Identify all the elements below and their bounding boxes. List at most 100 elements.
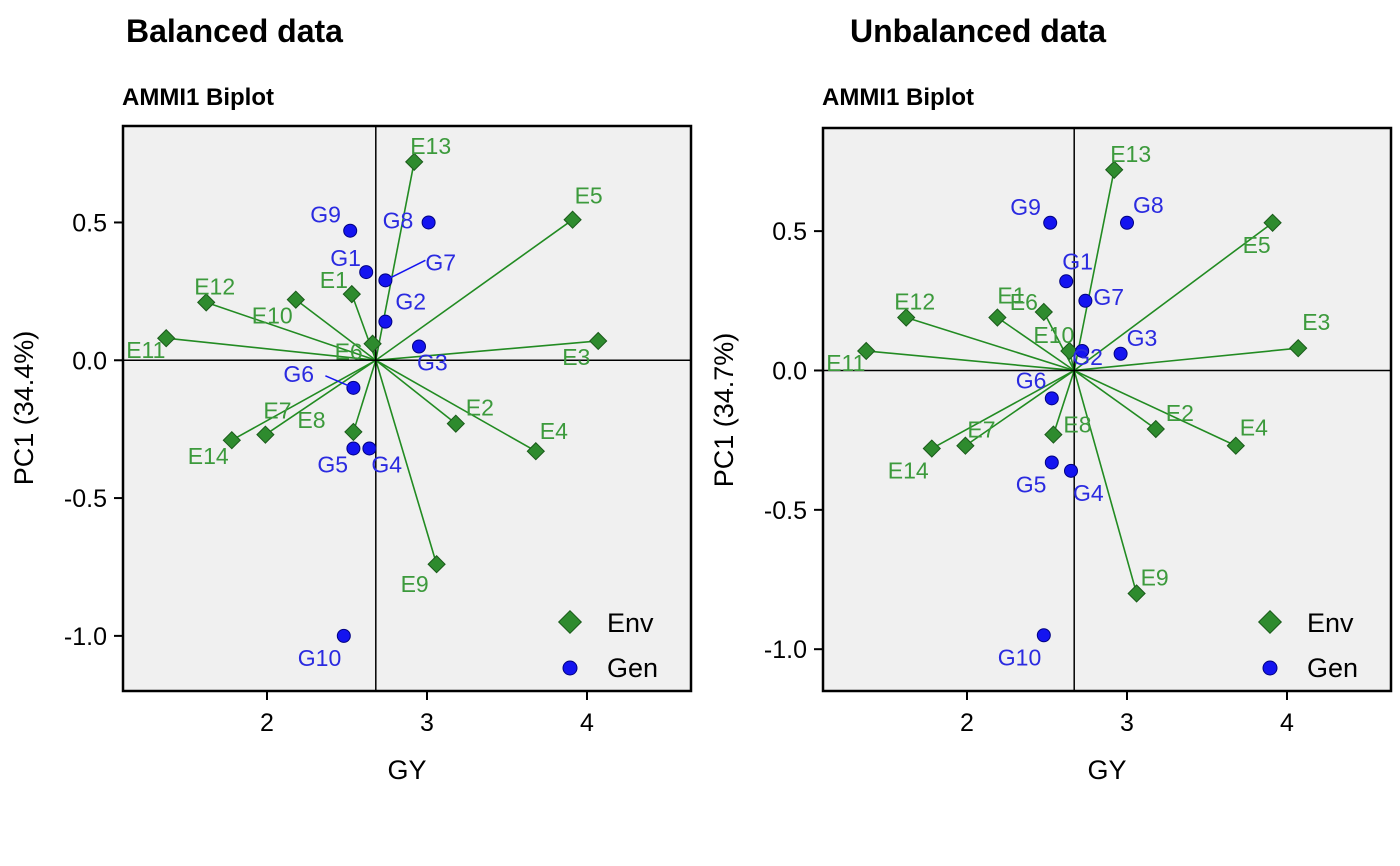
env-label-e14: E14: [888, 458, 929, 484]
env-vector-e12: [205, 301, 377, 362]
env-label-e14: E14: [188, 443, 229, 469]
gen-label-g8: G8: [1133, 192, 1164, 218]
env-label-e1: E1: [320, 267, 348, 293]
gen-label-g4: G4: [371, 451, 402, 477]
env-point-e7: [956, 436, 975, 455]
gen-point-g3: [1113, 346, 1128, 361]
env-label-e11: E11: [826, 350, 865, 376]
env-point-e3: [589, 331, 608, 351]
legend-gen-label: Gen: [607, 653, 658, 683]
biplot-unbalanced: Unbalanced data AMMI1 Biplot 2 3 4 0.5 0.0 -0…: [709, 13, 1393, 785]
env-label-e3: E3: [1302, 309, 1330, 335]
env-point-e2: [446, 414, 465, 433]
x-axis-title: GY: [387, 755, 426, 785]
legend-env-marker: [557, 609, 583, 635]
gen-point-g4: [362, 441, 377, 456]
chart-subtitle: AMMI1 Biplot: [122, 84, 274, 111]
env-label-e6: E6: [335, 339, 363, 365]
gen-label-g10: G10: [998, 644, 1041, 670]
label-layer: E1 E2 E3 E4 E5 E6 E7 E8 E9 E10 E11 E12 E13 E14 G1 G2 G3 G…: [126, 133, 603, 671]
env-vector-e6: [1043, 311, 1075, 371]
env-label-e7: E7: [967, 417, 995, 443]
env-vector-e2: [375, 359, 457, 425]
y-tick-label: 0.5: [72, 209, 107, 237]
env-vector-e4: [375, 359, 537, 452]
env-vector-e8: [1052, 370, 1075, 435]
gen-point-g8: [1120, 215, 1134, 230]
legend-env-label: Env: [607, 608, 654, 638]
gen-label-g3: G3: [1127, 325, 1158, 351]
point-layer: [857, 160, 1308, 643]
env-label-e8: E8: [297, 407, 325, 433]
x-tick-label: 4: [580, 709, 594, 737]
env-point-e6: [1034, 302, 1053, 322]
y-axis-title: PC1 (34.4%): [9, 331, 39, 486]
axis-layer: 2 3 4 0.5 0.0 -0.5 -1.0: [64, 126, 691, 737]
gen-point-g2: [378, 314, 393, 329]
env-point-e11: [157, 329, 176, 348]
legend-gen-label: Gen: [1307, 653, 1358, 683]
gen-label-g4: G4: [1073, 480, 1104, 506]
gen-label-g1: G1: [1062, 248, 1093, 274]
env-label-e8: E8: [1063, 412, 1091, 438]
gen-label-g1: G1: [330, 245, 361, 271]
env-point-e11: [857, 341, 876, 361]
gen-leader-g6: [325, 375, 354, 389]
env-point-e3: [1289, 338, 1308, 358]
y-tick-label: -0.5: [64, 485, 107, 513]
gen-point-g9: [343, 223, 358, 238]
env-point-e6: [363, 334, 382, 353]
env-label-e12: E12: [894, 289, 935, 315]
env-label-e6: E6: [1010, 289, 1038, 315]
env-point-e5: [563, 210, 582, 229]
gen-point-g10: [1036, 628, 1051, 643]
env-vector-e13: [1073, 169, 1115, 371]
env-point-e8: [344, 422, 363, 442]
gen-point-g5: [1044, 455, 1059, 470]
env-label-e2: E2: [466, 395, 494, 421]
biplot-balanced: Balanced data AMMI1 Biplot 2 3 4 0.5 0.0 -0.5…: [9, 13, 693, 785]
env-label-e13: E13: [1110, 141, 1151, 167]
vector-layer: [866, 169, 1299, 594]
env-label-e3: E3: [562, 344, 590, 370]
env-point-e13: [1105, 160, 1124, 179]
axis-layer: 2 3 4 0.5 0.0 -0.5 -1.0: [764, 128, 1391, 737]
chart-title: Balanced data: [126, 13, 343, 49]
env-point-e1: [988, 308, 1007, 327]
env-label-e9: E9: [1141, 564, 1169, 590]
env-label-e13: E13: [410, 133, 451, 159]
gen-point-g3: [412, 339, 426, 354]
gen-label-g8: G8: [383, 207, 414, 233]
env-vector-e5: [375, 219, 574, 361]
y-tick-label: 0.5: [772, 218, 807, 246]
gen-label-g9: G9: [1010, 194, 1041, 220]
env-vector-e14: [231, 359, 377, 441]
env-point-e4: [1226, 436, 1245, 455]
gen-label-g5: G5: [1016, 471, 1047, 497]
env-vector-e9: [375, 360, 438, 565]
y-tick-label: 0.0: [772, 357, 807, 385]
env-point-e8: [1044, 425, 1063, 444]
env-vector-e5: [1073, 222, 1274, 372]
plot-border: [821, 126, 1393, 693]
y-tick-label: -0.5: [764, 497, 807, 525]
gen-label-g2: G2: [1072, 344, 1103, 370]
env-vector-e7: [264, 359, 377, 436]
gen-label-g9: G9: [310, 202, 341, 228]
env-vector-e10: [295, 298, 377, 361]
gen-point-g6: [1044, 391, 1059, 406]
gen-point-g1: [1059, 274, 1074, 289]
y-tick-label: -1.0: [764, 636, 807, 664]
env-vector-e1: [996, 316, 1075, 372]
env-label-e1: E1: [997, 283, 1025, 309]
env-label-e5: E5: [1243, 232, 1271, 258]
env-point-e1: [342, 284, 361, 304]
gen-label-g7: G7: [1093, 284, 1124, 310]
plot-border: [121, 124, 693, 693]
gen-label-g6: G6: [283, 361, 314, 387]
vector-layer: [166, 161, 599, 565]
x-tick-label: 2: [260, 709, 274, 737]
env-point-e13: [405, 152, 424, 172]
gen-point-g5: [346, 441, 361, 456]
